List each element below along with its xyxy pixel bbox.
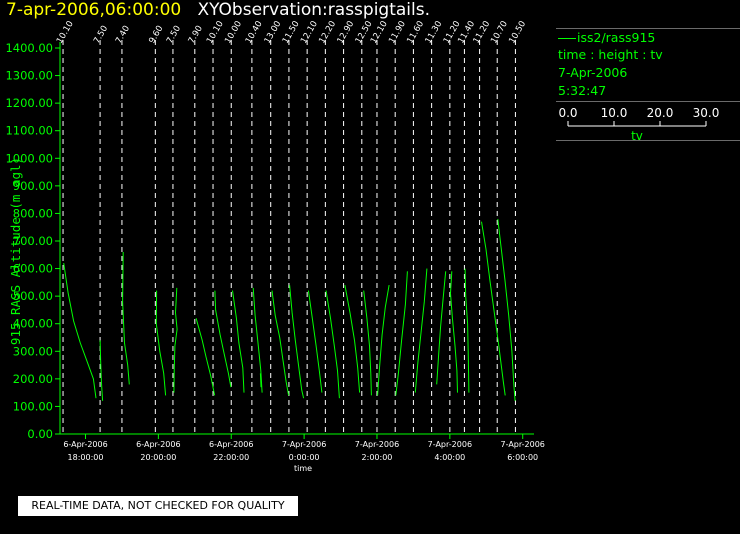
chart-title: 7-apr-2006,06:00:00 XYObservation:rasspi… — [6, 0, 430, 20]
profile-trace — [377, 285, 390, 396]
y-tick-label: 100.00 — [13, 399, 53, 413]
y-tick-label: 500.00 — [13, 289, 53, 303]
profile-label: 7.90 — [187, 24, 205, 45]
profile-trace — [271, 290, 290, 396]
profile-label: 10.50 — [507, 19, 528, 45]
profile-trace — [99, 340, 104, 401]
profile-trace — [344, 285, 361, 393]
profile-label: 12.90 — [336, 19, 357, 45]
profile-trace — [289, 285, 305, 399]
y-tick-label: 700.00 — [13, 234, 53, 248]
x-tick-date: 7-Apr-2006 — [501, 440, 545, 449]
x-tick-date: 7-Apr-2006 — [282, 440, 326, 449]
y-tick-label: 800.00 — [13, 206, 53, 220]
profile-label: 11.30 — [424, 19, 445, 45]
y-tick-label: 0.00 — [27, 427, 53, 441]
profile-trace — [252, 287, 263, 393]
scale-tick-label: 0.0 — [558, 106, 577, 120]
profile-label: 10.00 — [223, 19, 244, 45]
profile-trace — [497, 218, 516, 401]
x-tick-date: 6-Apr-2006 — [136, 440, 180, 449]
title-name: XYObservation:rasspigtails. — [197, 0, 431, 20]
legend-time: 5:32:47 — [558, 83, 607, 98]
profile-trace — [307, 290, 323, 393]
profile-trace — [173, 287, 178, 393]
profile-label: 10.70 — [489, 19, 510, 45]
y-tick-label: 1200.00 — [5, 96, 53, 110]
y-tick-label: 1000.00 — [5, 151, 53, 165]
profile-trace — [232, 290, 245, 393]
x-tick-time: 22:00:00 — [213, 453, 249, 462]
x-tick-date: 6-Apr-2006 — [209, 440, 253, 449]
y-tick-label: 600.00 — [13, 262, 53, 276]
profile-label: 10.10 — [205, 19, 226, 45]
y-tick-label: 1300.00 — [5, 69, 53, 83]
profile-label: 10.40 — [244, 19, 265, 45]
quality-banner: REAL-TIME DATA, NOT CHECKED FOR QUALITY — [18, 496, 298, 516]
profile-trace — [449, 271, 458, 393]
x-tick-time: 6:00:00 — [507, 453, 538, 462]
profile-trace — [195, 318, 216, 396]
x-tick-time: 2:00:00 — [362, 453, 393, 462]
profile-label: 13.00 — [263, 19, 284, 45]
y-tick-label: 400.00 — [13, 317, 53, 331]
y-tick-label: 1100.00 — [5, 124, 53, 138]
profile-label: 11.50 — [281, 19, 302, 45]
scale-label: tv — [631, 129, 643, 143]
profile-trace — [259, 373, 262, 388]
profile-label: 9.60 — [147, 24, 165, 45]
x-tick-date: 6-Apr-2006 — [63, 440, 107, 449]
profile-label: 7.50 — [92, 24, 110, 45]
x-tick-time: 18:00:00 — [68, 453, 104, 462]
profile-label: 11.60 — [405, 19, 426, 45]
x-tick-time: 20:00:00 — [140, 453, 176, 462]
y-axis-label: 915 RASS Altitude (m agl) — [8, 157, 23, 345]
x-axis-label: time — [294, 464, 312, 473]
y-tick-label: 200.00 — [13, 372, 53, 386]
profile-label: 12.20 — [317, 19, 338, 45]
profile-trace — [363, 290, 372, 396]
profile-label: 10.10 — [55, 19, 76, 45]
profile-trace — [395, 271, 408, 396]
y-tick-label: 300.00 — [13, 344, 53, 358]
profile-trace — [414, 268, 428, 393]
profile-trace — [63, 263, 97, 399]
profile-trace — [325, 290, 340, 399]
x-tick-date: 7-Apr-2006 — [355, 440, 399, 449]
profile-trace — [436, 271, 447, 385]
legend-divider — [556, 140, 740, 141]
profile-trace — [122, 251, 130, 385]
profile-label: 7.40 — [114, 24, 132, 45]
profile-trace — [464, 268, 470, 393]
x-tick-date: 7-Apr-2006 — [428, 440, 472, 449]
legend-series: iss2/rass915 — [558, 30, 655, 45]
legend-date: 7-Apr-2006 — [558, 65, 628, 80]
x-tick-time: 4:00:00 — [434, 453, 465, 462]
y-tick-label: 900.00 — [13, 179, 53, 193]
profile-trace — [481, 221, 506, 396]
scale-tick-label: 10.0 — [601, 106, 628, 120]
profile-label: 11.90 — [387, 19, 408, 45]
scale-tick-label: 20.0 — [647, 106, 674, 120]
y-tick-label: 1400.00 — [5, 41, 53, 55]
title-datetime: 7-apr-2006,06:00:00 — [6, 0, 182, 20]
x-tick-time: 0:00:00 — [289, 453, 320, 462]
legend-scale: 0.0 10.0 20.0 30.0 tv — [558, 106, 720, 143]
legend-divider — [556, 101, 740, 102]
profile-label: 7.50 — [165, 24, 183, 45]
legend-divider — [556, 28, 740, 29]
scale-tick-label: 30.0 — [693, 106, 720, 120]
profile-trace — [155, 290, 167, 396]
legend-subtitle: time : height : tv — [558, 47, 663, 62]
profile-label: 12.10 — [299, 19, 320, 45]
profile-trace — [214, 290, 232, 388]
